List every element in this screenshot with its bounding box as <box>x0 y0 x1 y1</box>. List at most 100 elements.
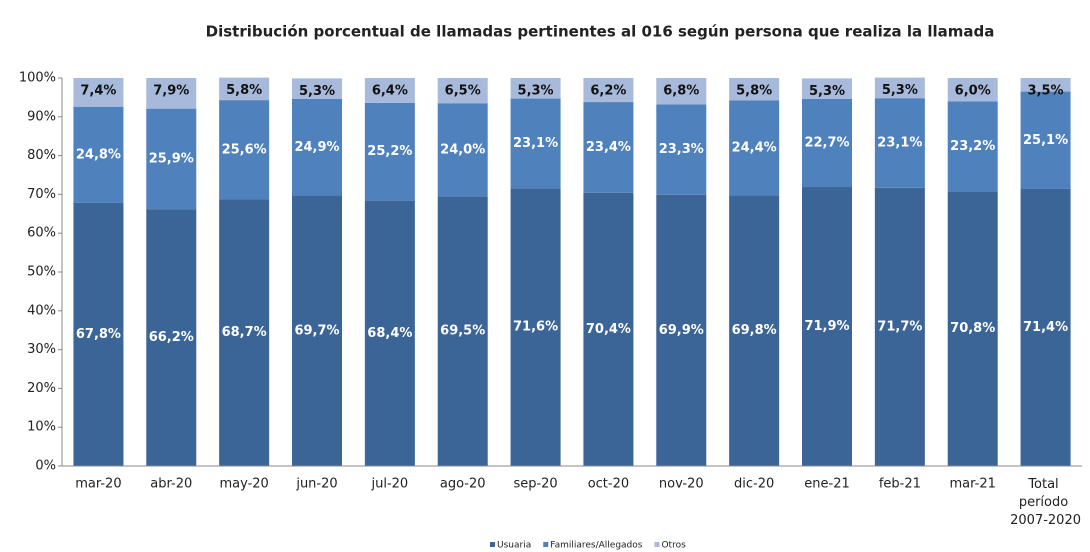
bar-segment <box>510 188 561 466</box>
bar-segment <box>947 191 998 466</box>
bar-segment <box>583 102 634 193</box>
value-label: 25,1% <box>1023 133 1068 148</box>
y-tick-label: 50% <box>27 265 56 280</box>
bar-segment <box>802 98 852 188</box>
bar-segment <box>146 78 197 109</box>
x-tick-label: abr-20 <box>150 477 192 492</box>
value-label: 7,4% <box>80 84 116 99</box>
value-label: 70,8% <box>950 321 995 336</box>
value-label: 25,6% <box>222 142 267 157</box>
bar-segment <box>729 78 780 101</box>
legend-swatch <box>654 542 660 547</box>
value-label: 68,7% <box>222 325 267 340</box>
bar-segment <box>802 187 852 466</box>
value-label: 23,2% <box>950 139 995 154</box>
y-tick-label: 80% <box>27 148 56 163</box>
bar-segment <box>219 199 270 466</box>
value-label: 5,8% <box>736 84 772 99</box>
x-tick-label: ago-20 <box>440 477 486 492</box>
x-tick-label: nov-20 <box>659 477 704 492</box>
bar-segment <box>146 108 197 210</box>
bar-segment <box>73 106 124 203</box>
bar-segment <box>364 102 415 201</box>
value-label: 66,2% <box>149 330 194 345</box>
y-tick-label: 20% <box>27 381 56 396</box>
bar-segment <box>656 194 707 466</box>
value-label: 24,8% <box>76 147 121 162</box>
bar-segment <box>510 78 561 99</box>
bar-segment <box>364 200 415 466</box>
x-tick-label: dic-20 <box>734 477 774 492</box>
value-label: 67,8% <box>76 327 121 342</box>
value-label: 69,9% <box>659 323 704 338</box>
y-tick-label: 30% <box>27 342 56 357</box>
value-label: 24,0% <box>440 142 485 157</box>
bar-segment <box>874 98 925 188</box>
legend-swatch <box>543 542 549 547</box>
x-tick-label: jun-20 <box>295 477 337 492</box>
bar-segment <box>874 187 925 466</box>
y-tick-label: 100% <box>19 71 56 86</box>
x-tick-label: Total período 2007-2020 <box>1010 477 1081 528</box>
bar-segment <box>437 78 488 104</box>
bar-segment <box>729 195 780 466</box>
value-label: 6,4% <box>372 84 408 99</box>
x-tick-label: oct-20 <box>588 477 629 492</box>
x-tick-label: mar-20 <box>75 477 121 492</box>
value-label: 23,1% <box>877 135 922 150</box>
bar-segment <box>947 101 998 192</box>
legend-label: Familiares/Allegados <box>550 541 643 551</box>
x-tick-label: sep-20 <box>513 477 557 492</box>
bar-segment <box>1020 91 1071 189</box>
value-label: 71,6% <box>513 320 558 335</box>
value-label: 5,3% <box>299 84 335 99</box>
value-label: 70,4% <box>586 322 631 337</box>
x-tick-label: jul-20 <box>371 477 409 492</box>
bar-segment <box>1020 78 1071 92</box>
value-label: 3,5% <box>1028 84 1064 99</box>
value-label: 6,8% <box>663 84 699 99</box>
value-label: 71,9% <box>804 319 849 334</box>
y-tick-label: 40% <box>27 303 56 318</box>
y-tick-label: 60% <box>27 226 56 241</box>
bar-segment <box>437 196 488 466</box>
value-label: 22,7% <box>804 135 849 150</box>
bar-segment <box>583 192 634 466</box>
bar-segment <box>874 77 925 99</box>
bar-segment <box>656 104 707 195</box>
value-label: 23,3% <box>659 142 704 157</box>
value-label: 68,4% <box>367 326 412 341</box>
bar-segment <box>510 98 561 189</box>
bar-segment <box>219 100 270 200</box>
bar-segment <box>1020 188 1071 466</box>
legend-label: Usuaria <box>497 541 531 551</box>
value-label: 7,9% <box>153 84 189 99</box>
value-label: 5,3% <box>518 84 554 99</box>
legend-label: Otros <box>661 541 686 551</box>
value-label: 25,2% <box>367 144 412 159</box>
value-label: 69,8% <box>732 323 777 338</box>
bar-segment <box>73 202 124 466</box>
bar-segment <box>437 103 488 197</box>
bar-segment <box>947 78 998 102</box>
value-label: 5,3% <box>809 84 845 99</box>
value-label: 5,8% <box>226 83 262 98</box>
bar-segment <box>802 78 852 99</box>
y-tick-label: 90% <box>27 109 56 124</box>
value-label: 25,9% <box>149 151 194 166</box>
value-label: 69,7% <box>294 323 339 338</box>
bar-segment <box>292 98 342 196</box>
bar-segment <box>364 78 415 103</box>
bar-segment <box>656 78 707 105</box>
legend-swatch <box>490 542 495 547</box>
value-label: 5,3% <box>882 83 918 98</box>
value-label: 71,4% <box>1023 320 1068 335</box>
bar-segment <box>73 78 124 107</box>
bar-segment <box>292 78 342 99</box>
y-tick-label: 0% <box>35 459 56 474</box>
y-tick-label: 70% <box>27 187 56 202</box>
bar-segment <box>219 77 270 101</box>
x-tick-label: feb-21 <box>879 477 921 492</box>
chart-title: Distribución porcentual de llamadas pert… <box>206 23 995 41</box>
